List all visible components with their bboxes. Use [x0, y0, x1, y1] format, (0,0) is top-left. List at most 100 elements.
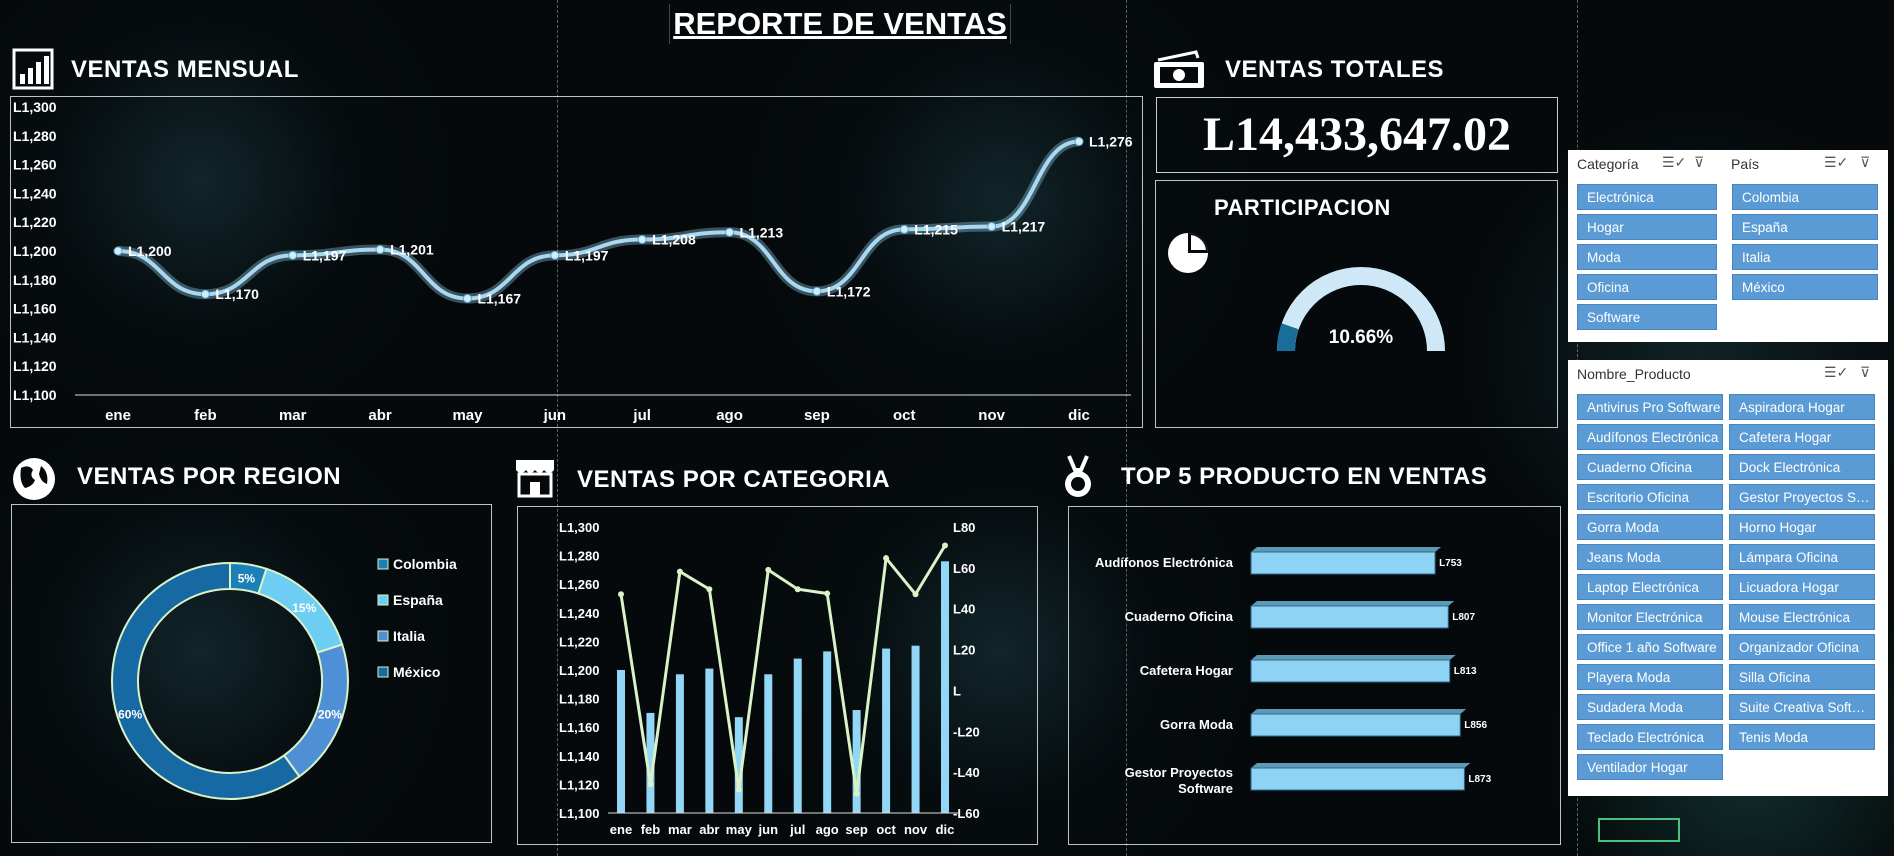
- multi-select-icon[interactable]: ☰✓: [1824, 154, 1848, 171]
- line-point: [677, 569, 683, 575]
- data-label: L1,172: [827, 283, 871, 299]
- bar-top-face: [1251, 547, 1441, 552]
- legend-swatch: [378, 631, 388, 641]
- bar-top-face: [1251, 763, 1470, 768]
- slicer-item-producto[interactable]: Lámpara Oficina: [1729, 544, 1875, 570]
- slicer-item-producto[interactable]: Aspiradora Hogar: [1729, 394, 1875, 420]
- data-point: [988, 223, 996, 231]
- line-point: [824, 590, 830, 596]
- slicer-producto: Nombre_Producto ☰✓ ⊽ Antivirus Pro Softw…: [1568, 360, 1888, 796]
- slicer-item-producto[interactable]: Suite Creativa Software: [1729, 694, 1875, 720]
- category-bar: [764, 674, 772, 813]
- category-bar: [705, 669, 713, 813]
- slicer-item-producto[interactable]: Teclado Electrónica: [1577, 724, 1723, 750]
- slicer-item-producto[interactable]: Silla Oficina: [1729, 664, 1875, 690]
- slicer-item-producto[interactable]: Cafetera Hogar: [1729, 424, 1875, 450]
- category-sales-title: VENTAS POR CATEGORIA: [577, 466, 890, 494]
- selection-handle[interactable]: [1598, 818, 1680, 842]
- secondary-line: [621, 546, 945, 794]
- data-point: [900, 225, 908, 233]
- slicer-item-pais[interactable]: Colombia: [1732, 184, 1878, 210]
- line-point: [883, 555, 889, 561]
- slicer-item-producto[interactable]: Tenis Moda: [1729, 724, 1875, 750]
- bar-category-label: Audífonos Electrónica: [1095, 555, 1234, 570]
- slicer-item-producto[interactable]: Mouse Electrónica: [1729, 604, 1875, 630]
- slicer-item-producto[interactable]: Office 1 año Software: [1577, 634, 1723, 660]
- y2-tick-label: -L20: [953, 724, 980, 739]
- slicer-item-pais[interactable]: México: [1732, 274, 1878, 300]
- slicer-item-producto[interactable]: Jeans Moda: [1577, 544, 1723, 570]
- y-tick-label: L1,240: [13, 185, 57, 201]
- slicer-item-producto[interactable]: Organizador Oficina: [1729, 634, 1875, 660]
- category-bar: [912, 646, 920, 813]
- slicer-item-categoria[interactable]: Moda: [1577, 244, 1717, 270]
- x-tick-label: ene: [610, 822, 632, 837]
- page-title: REPORTE DE VENTAS: [669, 4, 1011, 44]
- bar-chart-icon: [12, 48, 54, 90]
- clear-filter-icon[interactable]: ⊽: [1860, 364, 1870, 381]
- bar-value-label: L807: [1452, 612, 1475, 623]
- region-sales-title: VENTAS POR REGION: [77, 463, 341, 491]
- slicer-item-producto[interactable]: Ventilador Hogar: [1577, 754, 1723, 780]
- slicer-item-producto[interactable]: Horno Hogar: [1729, 514, 1875, 540]
- slicer-item-producto[interactable]: Laptop Electrónica: [1577, 574, 1723, 600]
- top5-bar-chart: Audífonos Electrónica L753Cuaderno Oficin…: [1069, 507, 1560, 844]
- slicer-item-producto[interactable]: Escritorio Oficina: [1577, 484, 1723, 510]
- store-icon: [514, 456, 556, 498]
- x-tick-label: abr: [368, 407, 392, 424]
- y-tick-label: L1,280: [559, 549, 599, 564]
- bar-top-face: [1251, 601, 1454, 606]
- x-tick-label: dic: [936, 822, 955, 837]
- slicer-pais-title: País: [1731, 156, 1759, 172]
- bar-category-label: Gestor Proyectos: [1125, 765, 1233, 780]
- x-tick-label: ene: [105, 407, 131, 424]
- slice-label: 60%: [118, 707, 142, 721]
- data-point: [463, 295, 471, 303]
- clear-filter-icon[interactable]: ⊽: [1694, 154, 1704, 171]
- y-tick-label: L1,280: [13, 128, 57, 144]
- slicer-item-categoria[interactable]: Software: [1577, 304, 1717, 330]
- multi-select-icon[interactable]: ☰✓: [1824, 364, 1848, 381]
- data-point: [813, 287, 821, 295]
- y-tick-label: L1,300: [559, 520, 599, 535]
- slicer-item-categoria[interactable]: Electrónica: [1577, 184, 1717, 210]
- legend-label: España: [393, 592, 443, 608]
- slicer-item-pais[interactable]: España: [1732, 214, 1878, 240]
- slicer-item-categoria[interactable]: Hogar: [1577, 214, 1717, 240]
- slicer-item-producto[interactable]: Playera Moda: [1577, 664, 1723, 690]
- line-point: [765, 567, 771, 573]
- clear-filter-icon[interactable]: ⊽: [1860, 154, 1870, 171]
- y2-tick-label: L: [953, 683, 961, 698]
- slicer-item-categoria[interactable]: Oficina: [1577, 274, 1717, 300]
- category-bar: [676, 674, 684, 813]
- bar-value-label: L856: [1464, 720, 1487, 731]
- slicer-item-producto[interactable]: Monitor Electrónica: [1577, 604, 1723, 630]
- bar-top-face: [1251, 709, 1466, 714]
- x-tick-label: abr: [699, 822, 719, 837]
- x-tick-label: may: [726, 822, 753, 837]
- slicer-item-producto[interactable]: Cuaderno Oficina: [1577, 454, 1723, 480]
- slice-label: 15%: [292, 601, 316, 615]
- top5-bar: [1251, 660, 1450, 682]
- globe-icon: [11, 456, 57, 502]
- category-bar: [823, 651, 831, 813]
- line-point: [618, 591, 624, 597]
- gauge-fill: [1286, 326, 1290, 351]
- bar-category-label: Cuaderno Oficina: [1125, 609, 1234, 624]
- slicer-item-producto[interactable]: Audífonos Electrónica: [1577, 424, 1723, 450]
- slicer-item-producto[interactable]: Gorra Moda: [1577, 514, 1723, 540]
- multi-select-icon[interactable]: ☰✓: [1662, 154, 1686, 171]
- slicer-item-producto[interactable]: Sudadera Moda: [1577, 694, 1723, 720]
- slicer-item-producto[interactable]: Antivirus Pro Software: [1577, 394, 1723, 420]
- slicer-item-producto[interactable]: Gestor Proyectos Software: [1729, 484, 1875, 510]
- money-icon: [1152, 50, 1208, 90]
- x-tick-label: nov: [978, 407, 1005, 424]
- medal-icon: [1063, 454, 1093, 500]
- y-tick-label: L1,300: [13, 99, 57, 115]
- slicer-item-producto[interactable]: Dock Electrónica: [1729, 454, 1875, 480]
- slicer-item-pais[interactable]: Italia: [1732, 244, 1878, 270]
- x-tick-label: nov: [904, 822, 928, 837]
- slicer-item-producto[interactable]: Licuadora Hogar: [1729, 574, 1875, 600]
- category-combo-chart: L1,100 L1,120 L1,140 L1,160 L1,180 L1,200 L1,2…: [518, 507, 1037, 844]
- data-label: L1,170: [215, 286, 259, 302]
